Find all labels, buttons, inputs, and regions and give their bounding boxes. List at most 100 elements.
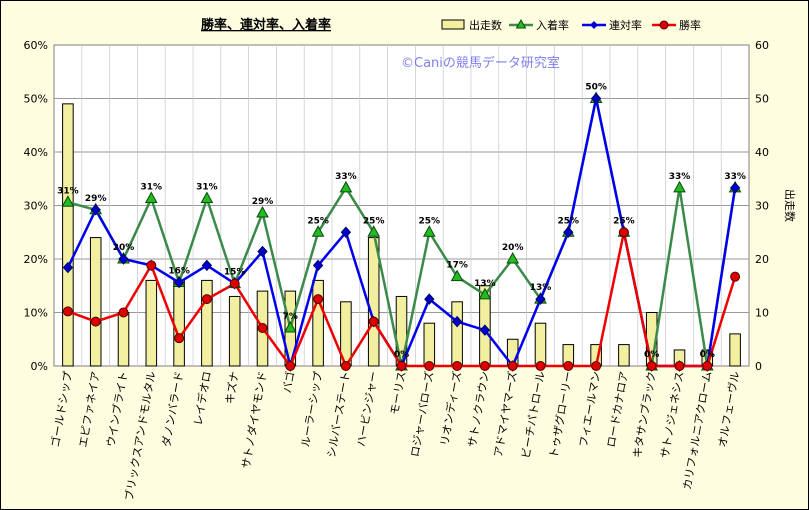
point-marker <box>367 225 381 237</box>
point-marker <box>173 276 185 289</box>
data-label: 31% <box>196 183 218 193</box>
data-label: 29% <box>252 197 274 207</box>
category-label: レイデオロ <box>191 370 214 427</box>
data-label: 25% <box>307 216 329 226</box>
category-label: ハービンジャー <box>355 370 381 448</box>
right-tick-label: 20 <box>755 253 769 266</box>
category-label: エピファネイア <box>76 370 102 448</box>
data-label: 33% <box>335 172 357 182</box>
bar <box>618 344 630 367</box>
category-label: フィエールマン <box>577 370 603 448</box>
point-marker <box>200 191 214 204</box>
point-marker <box>451 315 463 328</box>
point-marker <box>729 182 741 194</box>
point-marker <box>535 293 546 305</box>
point-marker <box>730 271 741 282</box>
category-label: カリフォルニアクローム <box>681 370 715 491</box>
data-label: 25% <box>613 216 635 226</box>
point-marker <box>535 361 546 371</box>
point-marker <box>340 361 351 371</box>
point-marker <box>201 294 212 305</box>
left-tick-label: 30% <box>24 200 48 213</box>
data-label: 31% <box>57 186 79 196</box>
category-label: トゥザグローリー <box>546 370 575 459</box>
category-label: サトノジェネシス <box>658 370 686 459</box>
point-marker <box>90 316 101 327</box>
point-marker <box>479 361 490 371</box>
bar <box>228 295 241 367</box>
point-marker <box>563 361 574 371</box>
point-marker <box>674 361 685 371</box>
point-marker <box>144 191 158 204</box>
data-label: 20% <box>502 243 524 253</box>
legend-swatch <box>441 19 465 30</box>
category-label: キタサンブラック <box>630 370 659 459</box>
point-marker <box>256 205 269 218</box>
bar <box>451 301 463 367</box>
right-tick-label: 50 <box>755 93 769 106</box>
category-label: バゴ <box>280 370 298 394</box>
legend-marker <box>515 18 527 29</box>
bar <box>117 312 130 367</box>
category-label: キズナ <box>222 370 242 405</box>
category-label: サトノクラウン <box>466 370 492 448</box>
point-marker <box>257 245 268 258</box>
bar <box>62 103 74 367</box>
point-marker <box>368 316 379 327</box>
right-axis-label: 出走数 <box>783 189 797 222</box>
point-marker <box>174 333 185 344</box>
point-marker <box>424 361 435 371</box>
right-tick-label: 40 <box>755 146 769 159</box>
point-marker <box>61 195 75 207</box>
data-label: 17% <box>446 261 468 271</box>
category-label: ダノンバラード <box>159 370 186 448</box>
point-marker <box>146 260 157 271</box>
data-label: 33% <box>724 172 746 182</box>
point-marker <box>283 320 297 333</box>
category-label: ルーラーシップ <box>299 370 325 448</box>
data-label: 25% <box>363 216 385 226</box>
point-marker <box>673 180 686 193</box>
category-label: サトノダイヤモンド <box>239 370 270 470</box>
point-marker <box>201 259 213 272</box>
bar <box>312 279 324 367</box>
category-label: モーリス <box>388 370 408 416</box>
legend-label: 連対率 <box>609 18 642 32</box>
point-marker <box>591 361 602 371</box>
legend-marker <box>590 21 598 29</box>
data-label: 33% <box>669 172 691 182</box>
legend: 出走数 入着率 連対率 勝率 <box>441 18 701 32</box>
bar <box>729 333 741 367</box>
bar <box>534 322 547 367</box>
data-label: 25% <box>558 216 580 226</box>
point-marker <box>339 180 353 193</box>
point-marker <box>257 323 268 334</box>
data-label: 50% <box>585 83 607 93</box>
point-marker <box>507 361 518 371</box>
data-label: 13% <box>530 283 552 293</box>
bar <box>423 322 436 367</box>
legend-label: 出走数 <box>469 18 502 32</box>
left-tick-label: 60% <box>24 39 48 52</box>
point-marker <box>618 227 629 238</box>
point-marker <box>646 361 657 371</box>
category-label: ロードカナロア <box>605 370 631 448</box>
category-label: シルバーステート <box>325 370 353 458</box>
point-marker <box>396 361 407 371</box>
point-marker <box>340 226 352 238</box>
data-label: 16% <box>168 267 190 277</box>
legend-label: 入着率 <box>536 18 569 32</box>
left-tick-label: 20% <box>24 253 48 266</box>
data-label: 0% <box>394 350 409 360</box>
left-tick-label: 50% <box>24 93 48 106</box>
data-label: 31% <box>141 183 163 193</box>
data-label: 25% <box>419 216 441 226</box>
point-marker <box>62 306 73 317</box>
bar <box>145 279 158 367</box>
right-tick-label: 10 <box>755 307 769 320</box>
right-tick-label: 0 <box>755 360 762 373</box>
watermark-text: ©Caniの競馬データ研究室 <box>401 55 560 71</box>
data-label: 29% <box>85 194 107 204</box>
data-label: 13% <box>474 279 496 289</box>
